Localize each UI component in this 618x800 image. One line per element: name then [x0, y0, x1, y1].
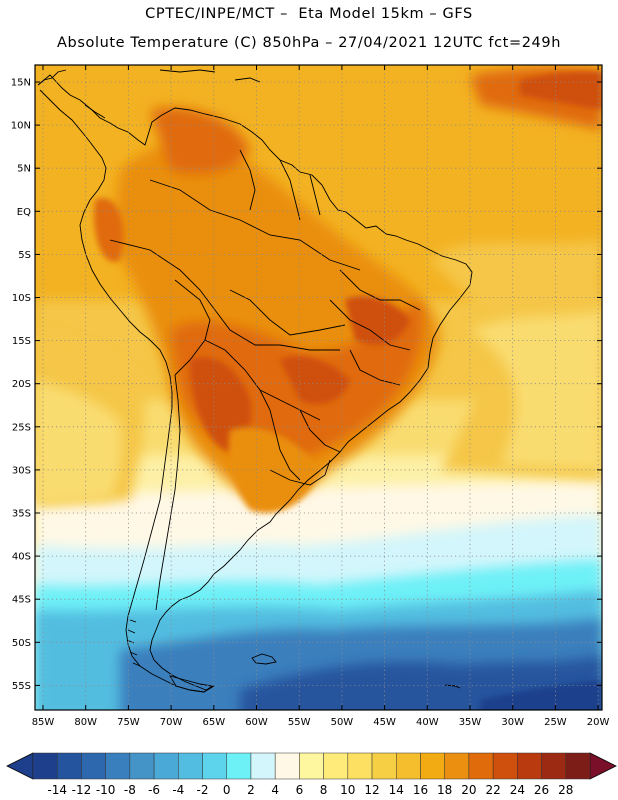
colorbar-label: 28 — [558, 783, 573, 797]
lat-label: 40S — [12, 552, 31, 563]
lat-label: 15S — [12, 336, 31, 347]
colorbar-swatch — [202, 752, 227, 780]
colorbar — [6, 752, 617, 780]
colorbar-labels: -14 -12 -10 -8 -6 -4 -2 0 2 4 6 8 10 12 14 16 18 20 22 24 26… — [47, 783, 573, 797]
colorbar-label: 22 — [485, 783, 500, 797]
lat-label: EQ — [17, 207, 31, 218]
colorbar-swatch — [299, 752, 324, 780]
colorbar-swatch — [153, 752, 179, 780]
lat-label: 35S — [12, 509, 31, 520]
lat-label: 25S — [12, 422, 31, 433]
longitude-labels: 85W 80W 75W 70W 65W 60W 55W 50W 45W 40W 35W 30W 25W 2… — [32, 65, 610, 728]
colorbar-label: -4 — [172, 783, 184, 797]
map-title-line1: CPTEC/INPE/MCT – Eta Model 15km – GFS — [145, 6, 473, 22]
lat-label: 15N — [11, 78, 31, 89]
lon-label: 55W — [288, 717, 311, 728]
colorbar-label: 2 — [247, 783, 255, 797]
colorbar-label: 0 — [223, 783, 231, 797]
colorbar-swatch — [492, 752, 518, 780]
colorbar-swatch — [226, 752, 252, 780]
colorbar-swatch — [396, 752, 421, 780]
lat-label: 20S — [12, 379, 31, 390]
lon-label: 85W — [32, 717, 55, 728]
colorbar-label: -10 — [96, 783, 116, 797]
lon-label: 45W — [373, 717, 396, 728]
colorbar-swatch — [250, 752, 276, 780]
colorbar-label: 24 — [510, 783, 525, 797]
colorbar-label: 12 — [364, 783, 379, 797]
colorbar-swatch — [56, 752, 82, 780]
colorbar-high-arrow — [589, 752, 617, 780]
lat-label: 30S — [12, 465, 31, 476]
lon-label: 60W — [245, 717, 268, 728]
map-frame — [34, 64, 603, 711]
colorbar-label: 4 — [271, 783, 279, 797]
colorbar-swatch — [129, 752, 155, 780]
colorbar-swatch — [541, 752, 567, 780]
lon-label: 70W — [160, 717, 183, 728]
colorbar-swatch — [468, 752, 494, 780]
colorbar-swatch — [105, 752, 131, 780]
colorbar-low-arrow — [6, 752, 34, 780]
colorbar-label: -12 — [72, 783, 92, 797]
colorbar-label: 10 — [340, 783, 355, 797]
lat-label: 5S — [18, 250, 31, 261]
temperature-field — [35, 65, 602, 710]
colorbar-swatch — [81, 752, 106, 780]
lat-label: 5N — [17, 164, 31, 175]
colorbar-label: 8 — [320, 783, 328, 797]
lat-label: 55S — [12, 681, 31, 692]
colorbar-label: 6 — [296, 783, 304, 797]
colorbar-swatch — [565, 752, 591, 780]
lon-label: 75W — [117, 717, 140, 728]
latitude-labels: 15N 10N 5N EQ 5S 10S 15S 20S 25S 30S 35S 40S 45S 50S 5… — [11, 78, 602, 692]
colorbar-label: -14 — [47, 783, 67, 797]
colorbar-swatch — [420, 752, 445, 780]
lat-label: 10N — [11, 121, 31, 132]
colorbar-swatch — [178, 752, 203, 780]
lon-label: 40W — [416, 717, 439, 728]
lon-label: 25W — [544, 717, 567, 728]
lon-label: 80W — [74, 717, 97, 728]
lon-label: 30W — [501, 717, 524, 728]
colorbar-label: -8 — [124, 783, 136, 797]
lon-label: 20W — [587, 717, 610, 728]
coastlines — [37, 69, 473, 693]
colorbar-swatch — [371, 752, 397, 780]
colorbar-label: 16 — [413, 783, 428, 797]
lon-label: 50W — [331, 717, 354, 728]
colorbar-label: -6 — [148, 783, 160, 797]
colorbar-swatch — [347, 752, 373, 780]
lon-label: 65W — [202, 717, 225, 728]
colorbar-swatch — [323, 752, 349, 780]
lon-label: 35W — [459, 717, 482, 728]
colorbar-swatch — [274, 752, 300, 780]
colorbar-label: -2 — [197, 783, 209, 797]
colorbar-swatch — [444, 752, 470, 780]
map-title-line2: Absolute Temperature (C) 850hPa – 27/04/… — [57, 35, 561, 51]
lat-label: 50S — [12, 638, 31, 649]
colorbar-swatch — [32, 752, 58, 780]
lat-label: 45S — [12, 595, 31, 606]
colorbar-swatch — [517, 752, 542, 780]
colorbar-label: 18 — [437, 783, 452, 797]
colorbar-label: 20 — [461, 783, 476, 797]
colorbar-label: 14 — [389, 783, 404, 797]
colorbar-label: 26 — [534, 783, 549, 797]
lat-label: 10S — [12, 293, 31, 304]
